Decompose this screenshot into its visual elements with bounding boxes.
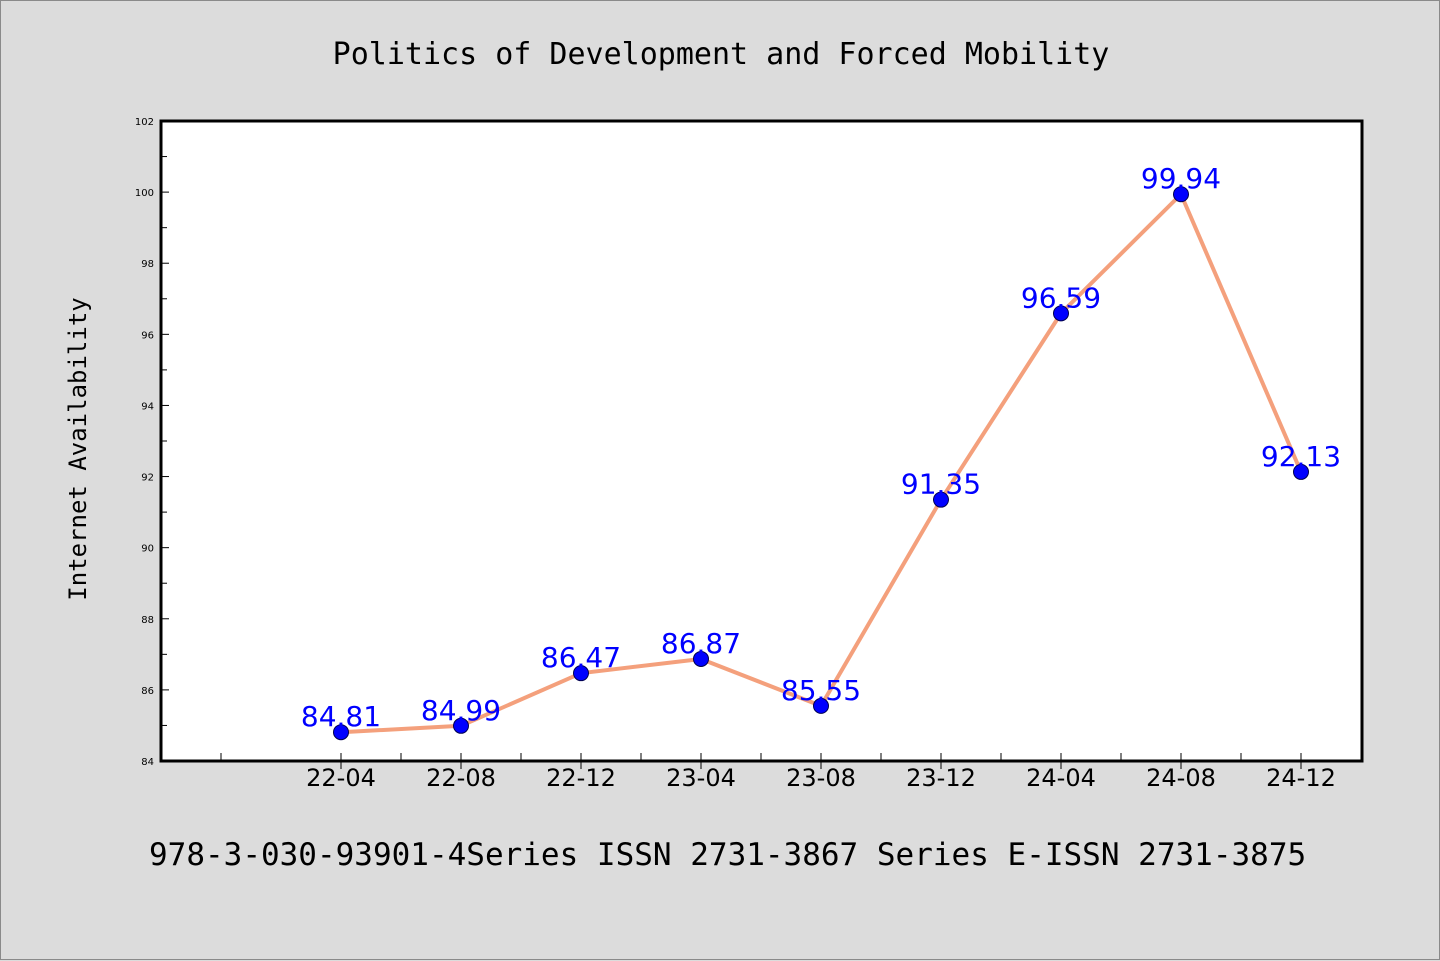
data-label: 96.59: [1021, 281, 1101, 314]
data-label: 92.13: [1261, 440, 1341, 473]
data-point: [693, 650, 709, 667]
x-tick-label: 23-08: [786, 764, 856, 792]
data-label-layer: 84.81 84.99 86.47 86.87 85.55 91.35 96.59 99.94…: [301, 162, 1341, 733]
y-tick-label: 88: [141, 615, 154, 626]
y-tick-label: 96: [141, 330, 154, 341]
data-label: 84.99: [421, 694, 501, 727]
data-point: [333, 724, 349, 741]
x-tick-label: 23-12: [906, 764, 976, 792]
plot-area: [159, 119, 1364, 763]
data-point: [453, 717, 469, 734]
y-axis: 84 86 88 90 92 94 96 98 100 102: [135, 117, 169, 768]
y-tick-label: 100: [135, 188, 154, 199]
y-tick-label: 86: [141, 686, 154, 697]
chart-title: Politics of Development and Forced Mobil…: [333, 37, 1110, 72]
x-tick-label: 24-04: [1026, 764, 1096, 792]
y-tick-label: 102: [135, 117, 154, 128]
data-label: 84.81: [301, 700, 381, 733]
y-axis-label: Internet Availability: [64, 297, 92, 600]
data-point: [1173, 186, 1189, 203]
x-tick-label: 22-08: [426, 764, 496, 792]
series-layer: [333, 186, 1309, 741]
data-point: [813, 697, 829, 714]
y-tick-label: 92: [141, 473, 154, 484]
x-tick-label: 22-04: [306, 764, 376, 792]
data-point: [1053, 305, 1069, 322]
data-point: [573, 665, 589, 682]
data-label: 99.94: [1141, 162, 1221, 195]
data-point: [933, 491, 949, 508]
x-tick-label: 24-12: [1266, 764, 1336, 792]
data-label: 86.47: [541, 641, 621, 674]
y-tick-label: 94: [141, 401, 154, 412]
x-axis: 22-04 22-08 22-12 23-04 23-08 23-12 24-04 24-08…: [220, 753, 1336, 792]
data-point: [1293, 463, 1309, 480]
y-tick-label: 98: [141, 259, 154, 270]
x-tick-label: 24-08: [1146, 764, 1216, 792]
data-label: 85.55: [781, 674, 861, 707]
x-tick-label: 22-12: [546, 764, 616, 792]
data-label: 86.87: [661, 627, 741, 660]
footer-isbn-text: 978-3-030-93901-4Series ISSN 2731-3867 S…: [149, 837, 1306, 873]
x-tick-label: 23-04: [666, 764, 736, 792]
data-label: 91.35: [901, 468, 981, 501]
y-tick-label: 84: [141, 757, 154, 768]
y-tick-label: 90: [141, 544, 154, 555]
